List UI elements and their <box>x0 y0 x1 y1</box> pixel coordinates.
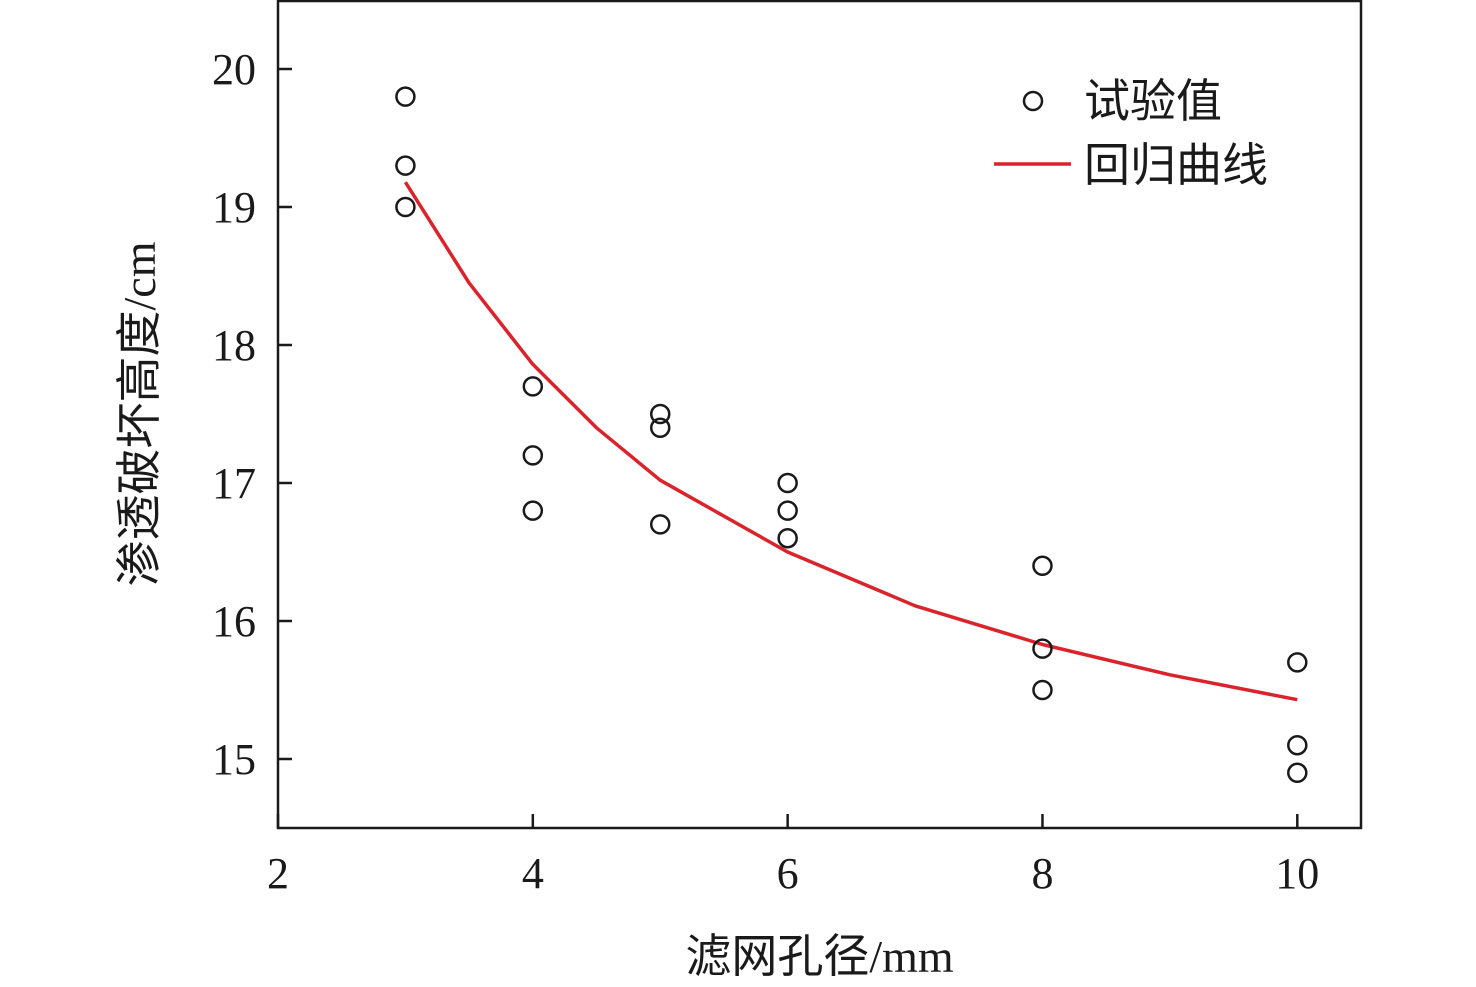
x-tick-label: 8 <box>1031 849 1053 898</box>
plot-frame <box>276 0 1363 830</box>
legend-label-scatter: 试验值 <box>1084 76 1222 127</box>
data-point <box>395 86 416 107</box>
y-tick-label: 18 <box>212 321 256 370</box>
data-point <box>777 472 798 494</box>
x-axis-title: 滤网孔径/mm <box>685 931 954 982</box>
data-point <box>1032 555 1053 577</box>
data-point <box>777 500 798 521</box>
y-tick-label: 19 <box>212 183 256 232</box>
data-point <box>522 500 544 521</box>
x-tick-label: 4 <box>522 849 544 898</box>
data-point <box>649 514 671 535</box>
data-point <box>522 445 544 466</box>
y-tick-label: 17 <box>212 459 256 508</box>
y-tick-label: 16 <box>212 597 256 646</box>
data-point <box>777 527 798 549</box>
data-point <box>649 417 671 439</box>
data-point <box>1287 652 1308 673</box>
x-tick-label: 2 <box>267 849 289 898</box>
data-point <box>649 403 671 425</box>
x-tick-label: 6 <box>777 849 799 898</box>
legend-label-curve: 回归曲线 <box>1084 140 1268 191</box>
plot-layer <box>395 86 1308 784</box>
y-axis-title: 渗透破坏高度/cm <box>114 241 165 586</box>
regression-curve <box>403 181 1298 702</box>
data-point <box>1032 638 1053 659</box>
data-point <box>1287 762 1308 784</box>
data-point <box>1287 734 1308 756</box>
y-tick-label: 20 <box>212 45 256 94</box>
data-point <box>522 376 544 397</box>
data-point <box>1032 679 1053 701</box>
legend-marker-scatter <box>1022 90 1044 112</box>
y-tick-label: 15 <box>212 735 256 784</box>
x-tick-label: 10 <box>1275 849 1319 898</box>
data-point <box>395 155 416 176</box>
axes-layer: 2 4 6 8 10 15 16 17 18 19 20 滤网孔径/mm 渗透破坏高度/cm <box>114 0 1363 982</box>
data-point <box>395 196 416 218</box>
